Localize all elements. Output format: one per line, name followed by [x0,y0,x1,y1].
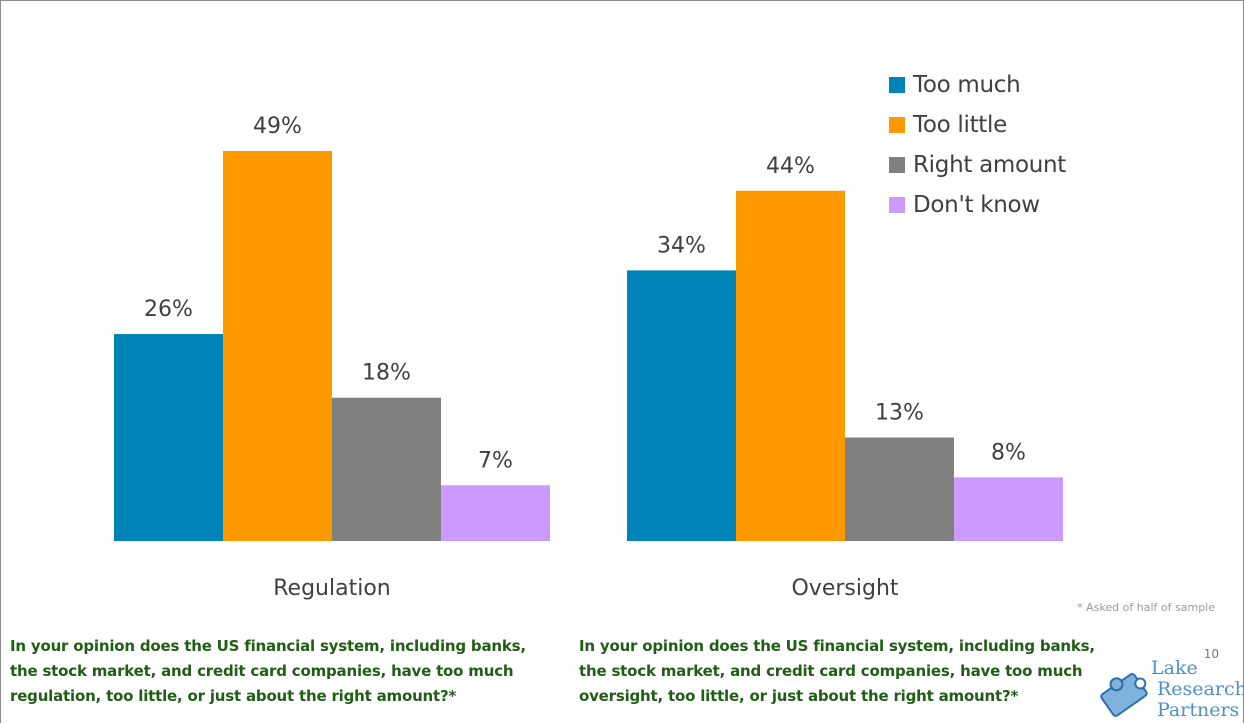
data-label-oversight-right-amount: 13% [875,401,924,426]
legend-item-right-amount: Right amount [889,145,1066,185]
bar-regulation-right-amount [332,397,441,541]
bar-regulation-don-t-know [441,485,550,541]
question-regulation: In your opinion does the US financial sy… [10,637,526,705]
data-label-oversight-too-little: 44% [766,154,815,179]
bar-oversight-right-amount [845,437,954,541]
logo-text-line2: Research [1157,678,1244,700]
legend-swatch-too-much [889,77,905,93]
bar-oversight-too-little [736,190,845,542]
bar-regulation-too-little [223,151,332,541]
data-label-regulation-too-little: 49% [253,114,302,139]
legend-label-don-t-know: Don't know [913,192,1040,218]
bar-oversight-too-much [627,270,736,541]
data-label-regulation-too-much: 26% [144,297,193,322]
puzzle-logo-icon [1100,673,1148,717]
page-number: 10 [1203,647,1219,661]
data-label-regulation-right-amount: 18% [362,361,411,386]
legend-item-don-t-know: Don't know [889,185,1066,225]
legend-label-too-much: Too much [913,72,1021,98]
company-logo: Lake Research Partners [1095,657,1244,724]
legend-swatch-don-t-know [889,197,905,213]
bar-regulation-too-much [114,334,223,541]
logo-text-line1: Lake [1151,657,1198,679]
legend-label-too-little: Too little [913,112,1007,138]
question-oversight: In your opinion does the US financial sy… [579,637,1095,705]
legend-item-too-little: Too little [889,105,1066,145]
legend-item-too-much: Too much [889,65,1066,105]
data-label-oversight-don-t-know: 8% [991,440,1026,465]
category-label-regulation: Regulation [273,576,390,601]
logo-text-line3: Partners [1157,699,1240,721]
legend-label-right-amount: Right amount [913,152,1067,178]
legend-swatch-right-amount [889,157,905,173]
chart-legend: Too much Too little Right amount Don't know [889,65,1066,225]
data-label-oversight-too-much: 34% [657,233,706,258]
legend-swatch-too-little [889,117,905,133]
bar-oversight-don-t-know [954,477,1063,541]
category-label-oversight: Oversight [791,576,898,601]
bar-chart: 26% 49% 18% 7% Regulation 34% 44% 13% 8% Oversigh… [114,114,1063,601]
data-label-regulation-don-t-know: 7% [478,448,513,473]
footnote: * Asked of half of sample [1077,601,1215,614]
